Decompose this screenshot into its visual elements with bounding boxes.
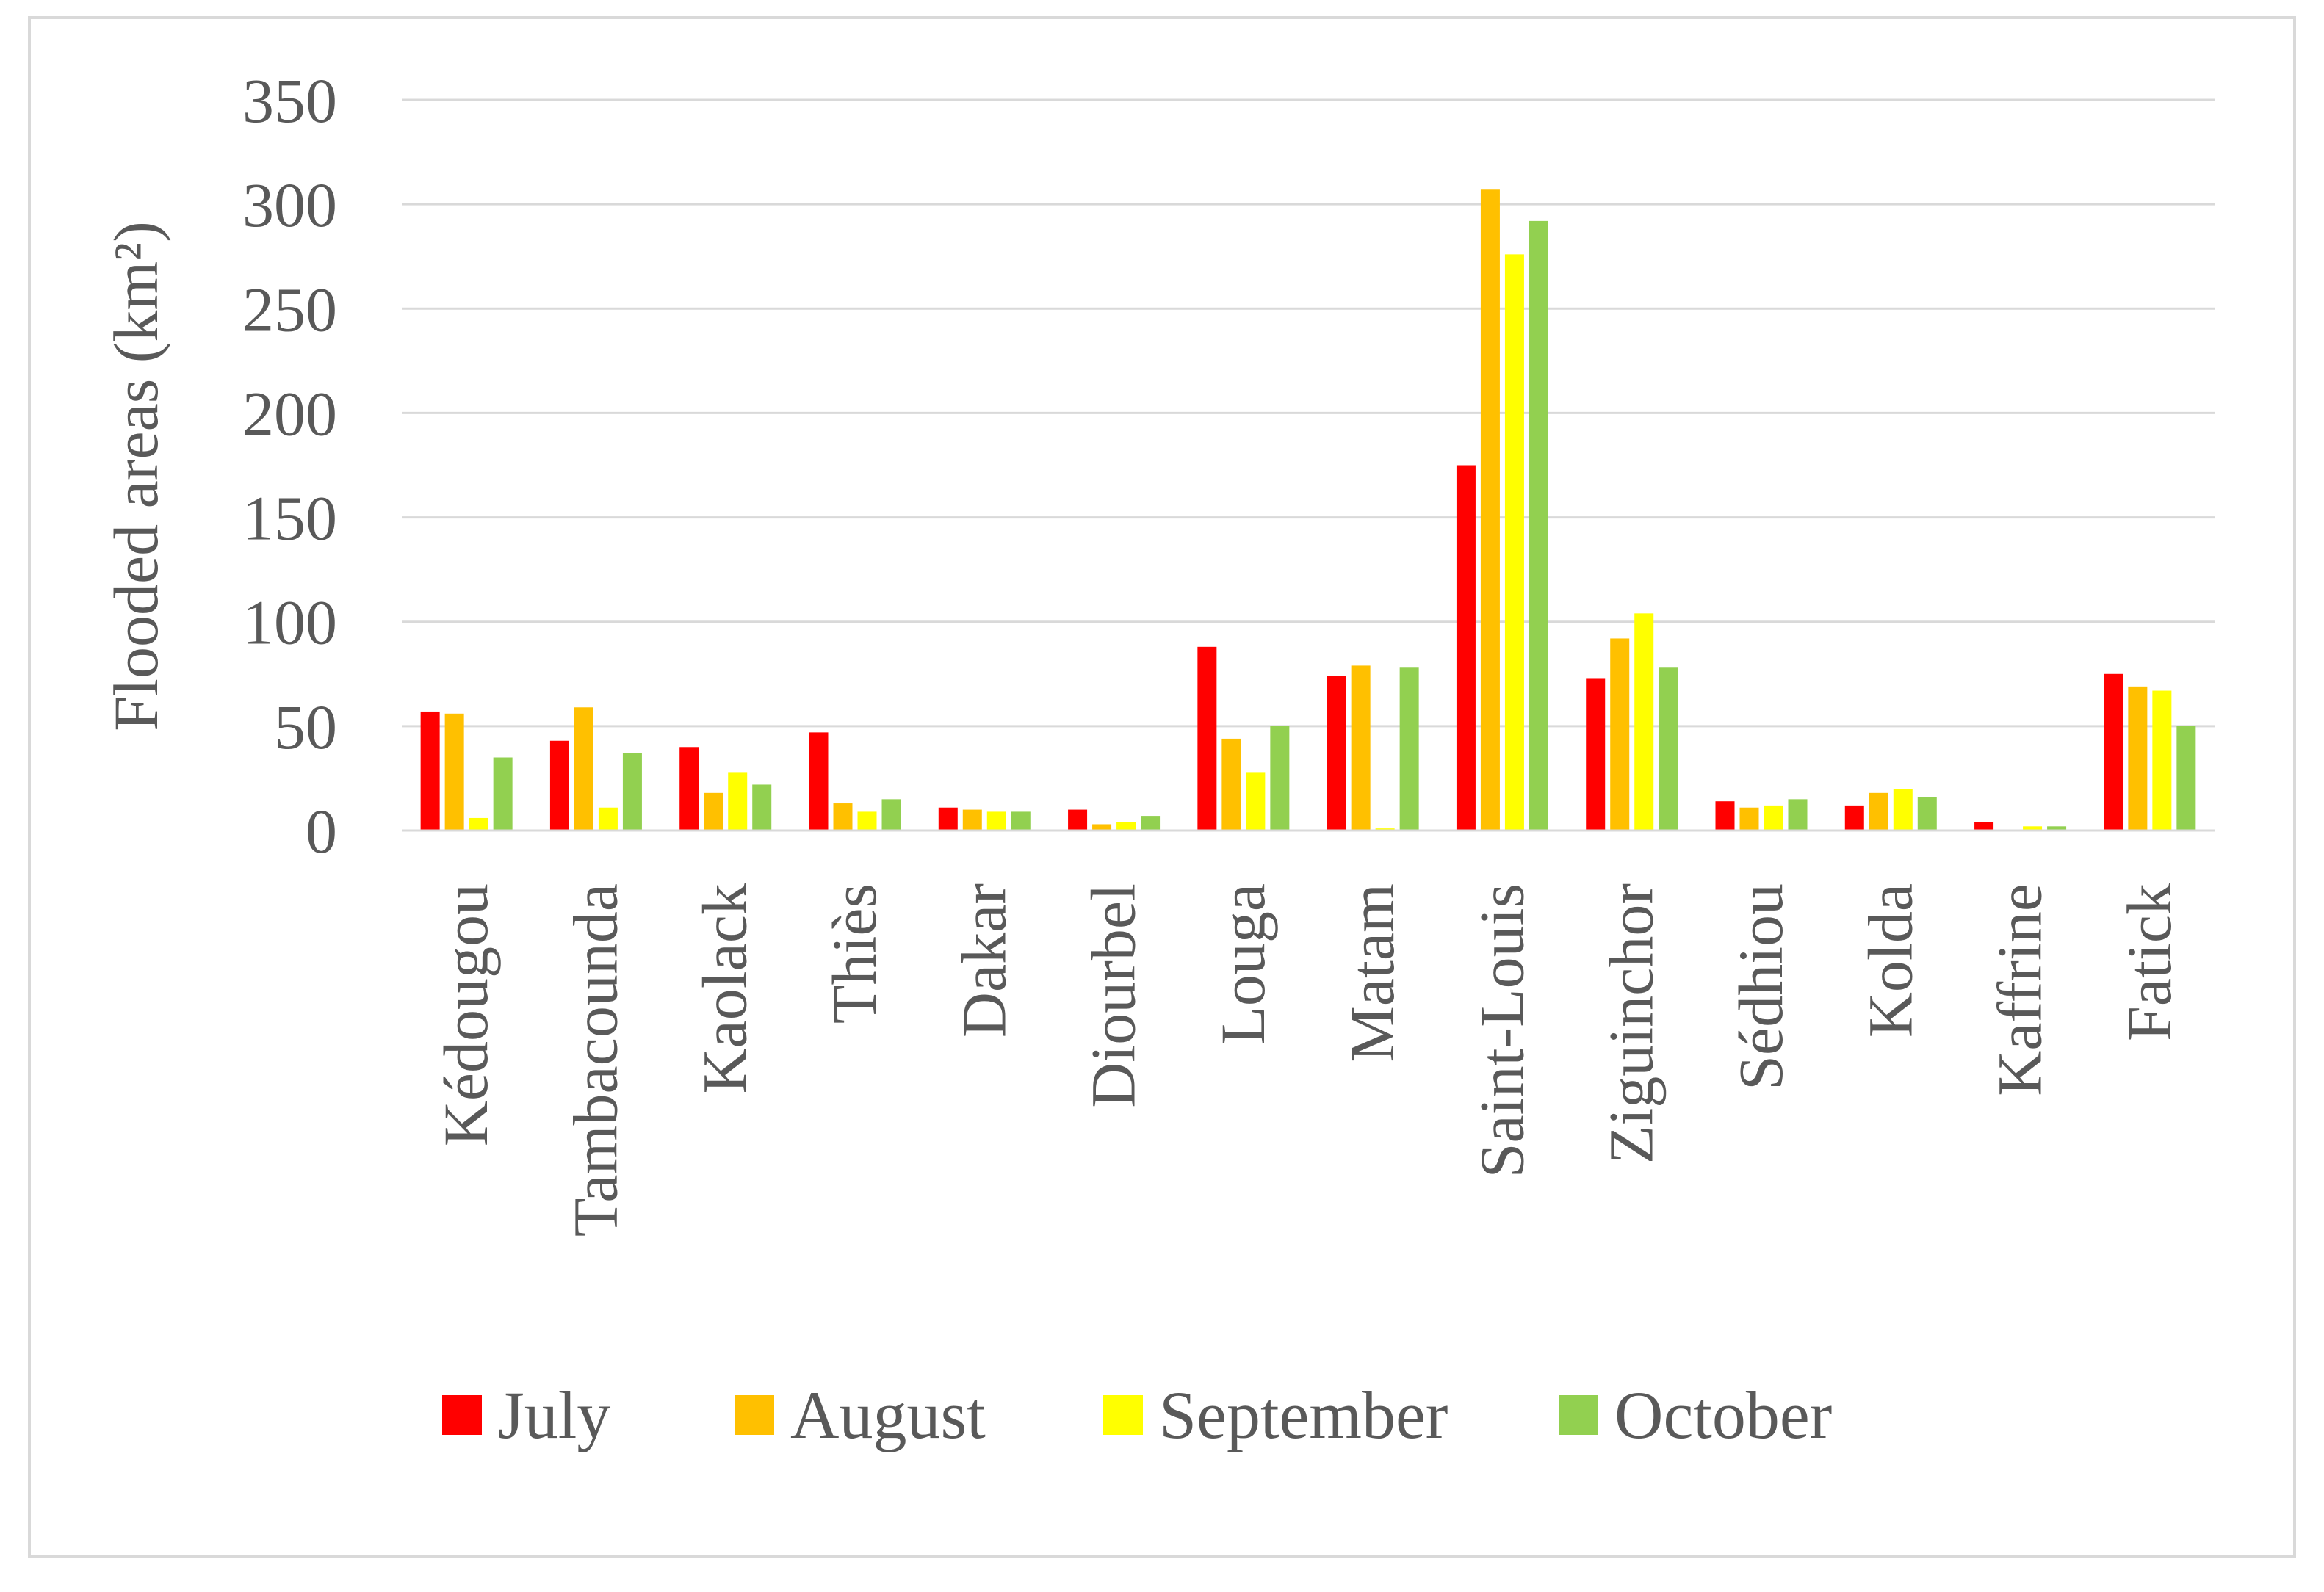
bar-september-1 bbox=[469, 817, 488, 831]
bar-september-7 bbox=[1246, 772, 1266, 831]
bar-september-10 bbox=[1634, 613, 1654, 831]
bar-october-6 bbox=[1141, 816, 1161, 831]
bar-september-2 bbox=[598, 807, 618, 831]
bar-july-14 bbox=[2104, 673, 2123, 831]
bar-september-5 bbox=[986, 811, 1006, 831]
bar-october-12 bbox=[1917, 797, 1937, 831]
legend-label-september: September bbox=[1159, 1378, 1448, 1452]
bar-chart: 0 50 100 150 200 250 300 350 Kédougou Tambacound… bbox=[101, 65, 2215, 1452]
x-tick-label: Sédhiou bbox=[1725, 883, 1796, 1090]
y-tick-label: 150 bbox=[242, 483, 337, 554]
bar-august-1 bbox=[444, 713, 464, 831]
y-axis-ticks: 0 50 100 150 200 250 300 350 bbox=[242, 65, 337, 866]
bar-september-4 bbox=[857, 811, 877, 831]
bar-august-14 bbox=[2128, 686, 2148, 831]
bar-september-11 bbox=[1764, 805, 1783, 831]
legend-swatch-september bbox=[1103, 1395, 1143, 1435]
bar-september-12 bbox=[1893, 789, 1913, 831]
legend-label-july: July bbox=[498, 1378, 610, 1452]
bar-august-2 bbox=[574, 707, 593, 831]
bar-august-11 bbox=[1739, 807, 1759, 831]
y-tick-label: 250 bbox=[242, 274, 337, 344]
bar-july-13 bbox=[1974, 822, 1994, 831]
bar-september-3 bbox=[728, 772, 748, 831]
bar-july-8 bbox=[1327, 676, 1346, 831]
bar-october-4 bbox=[881, 799, 901, 831]
x-tick-label: Louga bbox=[1208, 883, 1278, 1045]
x-tick-label: Kaffrine bbox=[1985, 883, 2055, 1096]
x-tick-label: Ziguinchor bbox=[1596, 883, 1667, 1164]
bars bbox=[420, 189, 2196, 831]
bar-september-9 bbox=[1504, 254, 1524, 831]
bar-october-8 bbox=[1399, 667, 1419, 831]
bar-august-4 bbox=[833, 803, 853, 831]
legend-swatch-july bbox=[442, 1395, 482, 1435]
bar-october-9 bbox=[1529, 220, 1548, 831]
bar-october-14 bbox=[2176, 726, 2196, 831]
legend-swatch-october bbox=[1559, 1395, 1598, 1435]
bar-july-10 bbox=[1586, 678, 1606, 831]
bar-august-6 bbox=[1092, 824, 1112, 831]
bar-july-7 bbox=[1197, 646, 1217, 831]
bar-july-12 bbox=[1844, 805, 1864, 831]
bar-september-13 bbox=[2023, 826, 2043, 831]
bar-july-3 bbox=[679, 747, 699, 831]
y-tick-label: 50 bbox=[274, 692, 337, 762]
bar-august-3 bbox=[704, 792, 723, 831]
legend-label-august: August bbox=[790, 1378, 986, 1452]
x-tick-label: Kolda bbox=[1855, 883, 1925, 1038]
x-tick-label: Kaolack bbox=[690, 883, 760, 1094]
x-axis-ticks: Kédougou Tambacounda Kaolack Thiès Dakar Diou… bbox=[430, 883, 2184, 1237]
bar-october-1 bbox=[493, 757, 513, 831]
legend-swatch-august bbox=[735, 1395, 774, 1435]
bar-august-8 bbox=[1351, 665, 1371, 831]
bar-october-7 bbox=[1270, 726, 1290, 831]
bar-july-5 bbox=[938, 807, 958, 831]
y-axis-title: Flooded areas (km²) bbox=[101, 221, 171, 731]
gridlines bbox=[402, 98, 2215, 728]
bar-september-6 bbox=[1116, 822, 1136, 831]
bar-october-13 bbox=[2047, 826, 2067, 831]
bar-october-3 bbox=[752, 784, 772, 831]
bar-july-1 bbox=[420, 711, 440, 831]
x-tick-label: Saint-Louis bbox=[1466, 883, 1537, 1178]
x-tick-label: Fatick bbox=[2114, 883, 2184, 1041]
bar-july-2 bbox=[549, 740, 569, 831]
bar-october-5 bbox=[1011, 811, 1031, 831]
bar-august-12 bbox=[1869, 792, 1888, 831]
legend: July August September October bbox=[442, 1378, 1832, 1452]
bar-august-7 bbox=[1221, 738, 1241, 831]
bar-july-9 bbox=[1456, 465, 1476, 831]
y-tick-label: 350 bbox=[242, 65, 337, 136]
x-tick-label: Tambacounda bbox=[560, 883, 630, 1237]
bar-august-9 bbox=[1480, 189, 1500, 831]
y-tick-label: 0 bbox=[306, 796, 337, 866]
y-tick-label: 100 bbox=[242, 587, 337, 658]
x-tick-label: Diourbel bbox=[1078, 883, 1149, 1108]
bar-august-5 bbox=[962, 809, 982, 831]
y-tick-label: 300 bbox=[242, 170, 337, 240]
x-tick-label: Matam bbox=[1337, 883, 1407, 1063]
legend-label-october: October bbox=[1614, 1378, 1832, 1452]
bar-september-14 bbox=[2152, 690, 2172, 831]
bar-october-11 bbox=[1788, 799, 1808, 831]
bar-july-4 bbox=[809, 732, 829, 831]
x-tick-label: Thiès bbox=[819, 883, 889, 1024]
x-tick-label: Kédougou bbox=[430, 883, 501, 1146]
chart-frame: 0 50 100 150 200 250 300 350 Kédougou Tambacound… bbox=[28, 16, 2296, 1558]
bar-october-2 bbox=[622, 753, 642, 831]
x-tick-label: Dakar bbox=[948, 883, 1019, 1038]
bar-july-11 bbox=[1715, 801, 1735, 831]
bar-july-6 bbox=[1068, 809, 1088, 831]
bar-october-10 bbox=[1659, 667, 1678, 831]
y-tick-label: 200 bbox=[242, 378, 337, 449]
bar-august-10 bbox=[1610, 638, 1630, 831]
